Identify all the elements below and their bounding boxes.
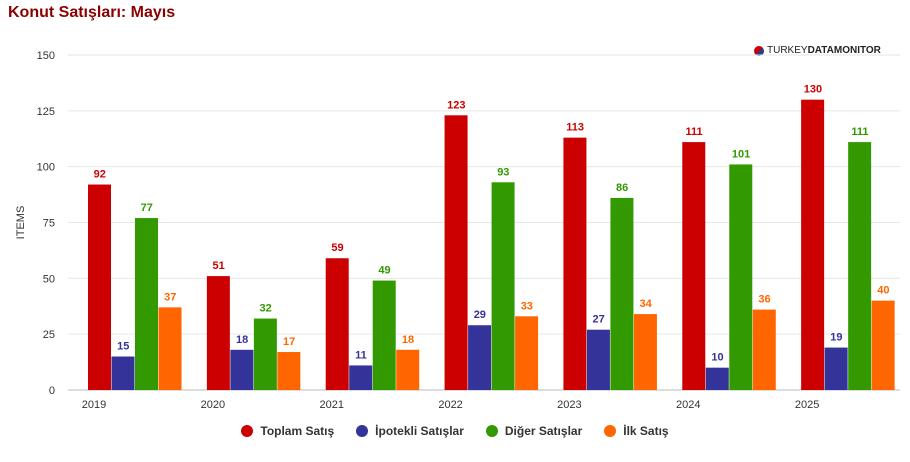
x-tick-label: 2019 <box>82 399 106 411</box>
y-tick-label: 100 <box>37 162 55 174</box>
bar <box>563 137 587 390</box>
x-tick-label: 2020 <box>201 399 225 411</box>
x-tick-label: 2021 <box>319 399 343 411</box>
data-label: 130 <box>804 84 822 96</box>
bar <box>158 307 182 390</box>
data-label: 51 <box>212 260 224 272</box>
bar <box>372 280 396 390</box>
bar <box>801 99 825 391</box>
y-tick-label: 75 <box>43 218 55 230</box>
data-label: 101 <box>732 148 750 160</box>
bar <box>88 184 111 390</box>
data-label: 18 <box>402 334 414 346</box>
data-label: 36 <box>758 294 770 306</box>
chart-legend: Toplam Satış İpotekli Satışlar Diğer Satış… <box>0 424 910 438</box>
data-label: 40 <box>877 285 889 297</box>
bar <box>848 142 872 390</box>
data-label: 32 <box>259 303 271 315</box>
x-tick-label: 2023 <box>557 399 581 411</box>
bar <box>444 115 468 391</box>
legend-item[interactable]: Diğer Satışlar <box>485 424 583 438</box>
y-tick-label: 50 <box>43 273 55 285</box>
data-label: 15 <box>117 341 129 353</box>
bar <box>729 164 753 390</box>
bar <box>135 218 158 390</box>
data-label: 92 <box>94 169 106 181</box>
bar <box>633 314 657 390</box>
x-tick-label: 2025 <box>795 399 819 411</box>
brand-text: TURKEYDATAMONITOR <box>767 45 881 56</box>
data-label: 123 <box>447 99 465 111</box>
x-tick-label: 2022 <box>438 399 462 411</box>
x-tick-label: 2024 <box>676 399 700 411</box>
data-label: 59 <box>331 242 343 254</box>
data-label: 93 <box>497 166 509 178</box>
legend-label: İpotekli Satışlar <box>375 424 464 438</box>
data-label: 37 <box>164 291 176 303</box>
legend-label: İlk Satış <box>623 424 669 438</box>
legend-swatch-icon <box>485 425 498 437</box>
bar <box>586 329 610 390</box>
bar <box>515 316 539 390</box>
bar <box>610 197 634 390</box>
data-label: 10 <box>711 352 723 364</box>
data-label: 111 <box>685 126 702 138</box>
data-label: 77 <box>141 202 153 214</box>
bar <box>468 325 492 390</box>
data-label: 49 <box>378 265 390 277</box>
y-tick-label: 25 <box>43 329 55 341</box>
data-label: 113 <box>566 122 584 134</box>
bar <box>871 300 895 390</box>
chart-title: Konut Satışları: Mayıs <box>8 4 176 21</box>
bar <box>111 356 135 390</box>
data-label: 86 <box>616 182 628 194</box>
bar <box>206 276 230 390</box>
data-label: 34 <box>640 298 653 310</box>
y-tick-label: 0 <box>49 385 55 397</box>
bar <box>396 349 420 390</box>
bar <box>682 142 706 390</box>
bar <box>277 352 301 390</box>
bar-chart: 0 25 50 75 100 125 150 ITEMS 92 15 77 37 2019 51 18 32 1… <box>15 50 900 411</box>
y-tick-label: 125 <box>37 106 55 118</box>
brand-globe-icon <box>754 45 764 56</box>
legend-label: Diğer Satışlar <box>504 424 583 438</box>
legend-label: Toplam Satış <box>260 424 335 438</box>
bar <box>253 318 277 390</box>
bar <box>752 309 776 390</box>
legend-item[interactable]: İpotekli Satışlar <box>356 424 464 438</box>
data-label: 17 <box>283 336 295 348</box>
legend-item[interactable]: İlk Satış <box>604 424 669 438</box>
bar <box>325 258 349 390</box>
data-label: 19 <box>830 332 842 344</box>
data-label: 27 <box>593 314 605 326</box>
legend-item[interactable]: Toplam Satış <box>241 424 334 438</box>
data-label: 111 <box>851 126 868 138</box>
bar <box>705 367 729 390</box>
y-tick-label: 150 <box>37 50 55 62</box>
legend-swatch-icon <box>356 425 369 437</box>
data-label: 33 <box>521 300 533 312</box>
data-label: 29 <box>474 309 486 321</box>
y-axis-label: ITEMS <box>15 206 27 240</box>
bar <box>491 182 515 390</box>
legend-swatch-icon <box>241 425 254 437</box>
brand-logo: TURKEYDATAMONITOR <box>754 45 881 56</box>
bar <box>349 365 373 390</box>
legend-swatch-icon <box>604 425 617 437</box>
bar <box>824 347 848 390</box>
data-label: 11 <box>355 349 367 361</box>
bar <box>230 349 254 390</box>
data-label: 18 <box>236 334 248 346</box>
